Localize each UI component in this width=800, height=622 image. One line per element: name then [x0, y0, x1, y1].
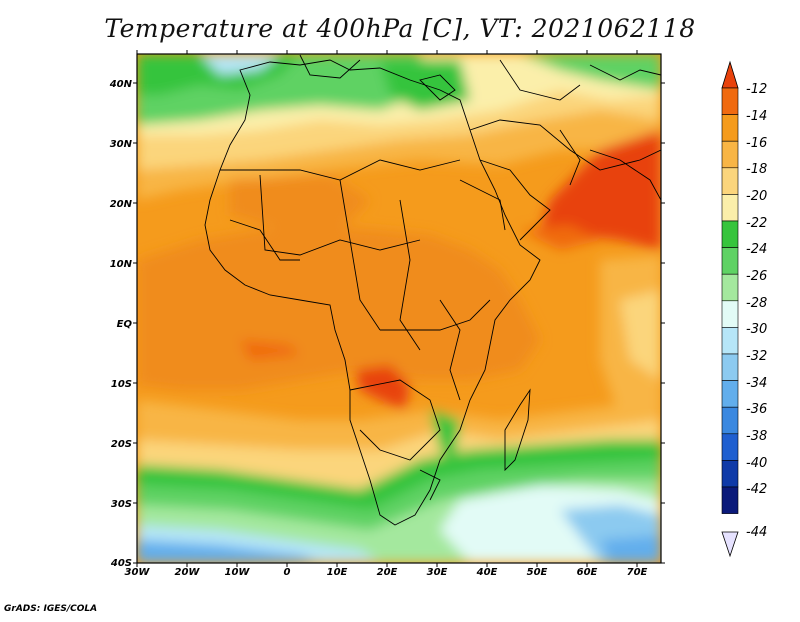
colorbar-swatch — [721, 327, 739, 355]
colorbar-top-arrow — [721, 60, 739, 89]
colorbar-label: -28 — [746, 296, 767, 311]
colorbar-swatch — [721, 87, 739, 115]
lat-tick-label: 10N — [110, 259, 133, 270]
axis-ticks — [133, 50, 665, 567]
colorbar-swatch — [721, 380, 739, 408]
colorbar-labels: -12 -14 -16 -18 -20 -22 -24 -26 -28 -30 … — [746, 82, 767, 540]
map-frame — [136, 53, 662, 564]
colorbar-label: -18 — [746, 162, 767, 177]
colorbar-swatch — [721, 460, 739, 488]
lon-tick-label: 20E — [377, 567, 398, 578]
lat-tick-label: EQ — [117, 319, 133, 330]
colorbar-label: -40 — [746, 456, 767, 471]
colorbar-label: -42 — [746, 482, 767, 497]
colorbar-label: -36 — [746, 402, 767, 417]
colorbar-label: -44 — [746, 525, 767, 540]
colorbar-swatch — [721, 300, 739, 328]
colorbar-label: -30 — [746, 322, 767, 337]
colorbar: -12 -14 -16 -18 -20 -22 -24 -26 -28 -30 … — [721, 60, 767, 558]
colorbar-bottom-arrow — [721, 531, 739, 558]
colorbar-label: -12 — [746, 82, 767, 97]
lat-tick-label: 20S — [111, 439, 132, 450]
lat-tick-label: 30S — [111, 499, 132, 510]
colorbar-label: -20 — [746, 189, 767, 204]
lon-tick-label: 60E — [577, 567, 598, 578]
colorbar-label: -22 — [746, 216, 767, 231]
lon-tick-label: 10W — [225, 567, 251, 578]
colorbar-swatch — [721, 406, 739, 435]
lon-tick-label: 0 — [284, 567, 291, 578]
colorbar-swatch — [721, 486, 739, 514]
lon-tick-label: 50E — [527, 567, 548, 578]
colorbar-label: -26 — [746, 269, 767, 284]
colorbar-swatches — [721, 87, 739, 514]
colorbar-swatch — [721, 167, 739, 195]
colorbar-swatch — [721, 220, 739, 248]
colorbar-swatch — [721, 433, 739, 461]
colorbar-label: -34 — [746, 376, 767, 391]
lat-tick-label: 20N — [110, 199, 133, 210]
latitude-labels: 40N 30N 20N 10N EQ 10S 20S 30S 40S — [109, 79, 133, 569]
colorbar-swatch — [721, 194, 739, 222]
lat-tick-label: 40N — [109, 79, 133, 90]
colorbar-label: -16 — [746, 136, 767, 151]
lat-tick-label: 10S — [111, 379, 132, 390]
lon-tick-label: 20W — [175, 567, 201, 578]
colorbar-swatch — [721, 273, 739, 302]
lat-tick-label: 40S — [110, 558, 132, 569]
colorbar-swatch — [721, 114, 739, 142]
map-title: Temperature at 400hPa [C], VT: 202106211… — [104, 14, 696, 43]
longitude-labels: 30W 20W 10W 0 10E 20E 30E 40E 50E 60E 70… — [125, 567, 648, 578]
lon-tick-label: 40E — [476, 567, 498, 578]
colorbar-label: -38 — [746, 429, 767, 444]
grads-credit: GrADS: IGES/COLA — [4, 604, 98, 614]
lat-tick-label: 30N — [110, 139, 133, 150]
colorbar-swatch — [721, 140, 739, 169]
colorbar-label: -14 — [746, 109, 767, 124]
temperature-field — [137, 54, 661, 563]
lon-tick-label: 70E — [627, 567, 648, 578]
coastlines — [204, 54, 661, 526]
colorbar-swatch — [721, 353, 739, 381]
lon-tick-label: 10E — [327, 567, 348, 578]
colorbar-label: -24 — [746, 242, 767, 257]
colorbar-label: -32 — [746, 349, 767, 364]
colorbar-swatch — [721, 247, 739, 275]
lon-tick-label: 30E — [427, 567, 448, 578]
lon-tick-label: 30W — [125, 567, 151, 578]
